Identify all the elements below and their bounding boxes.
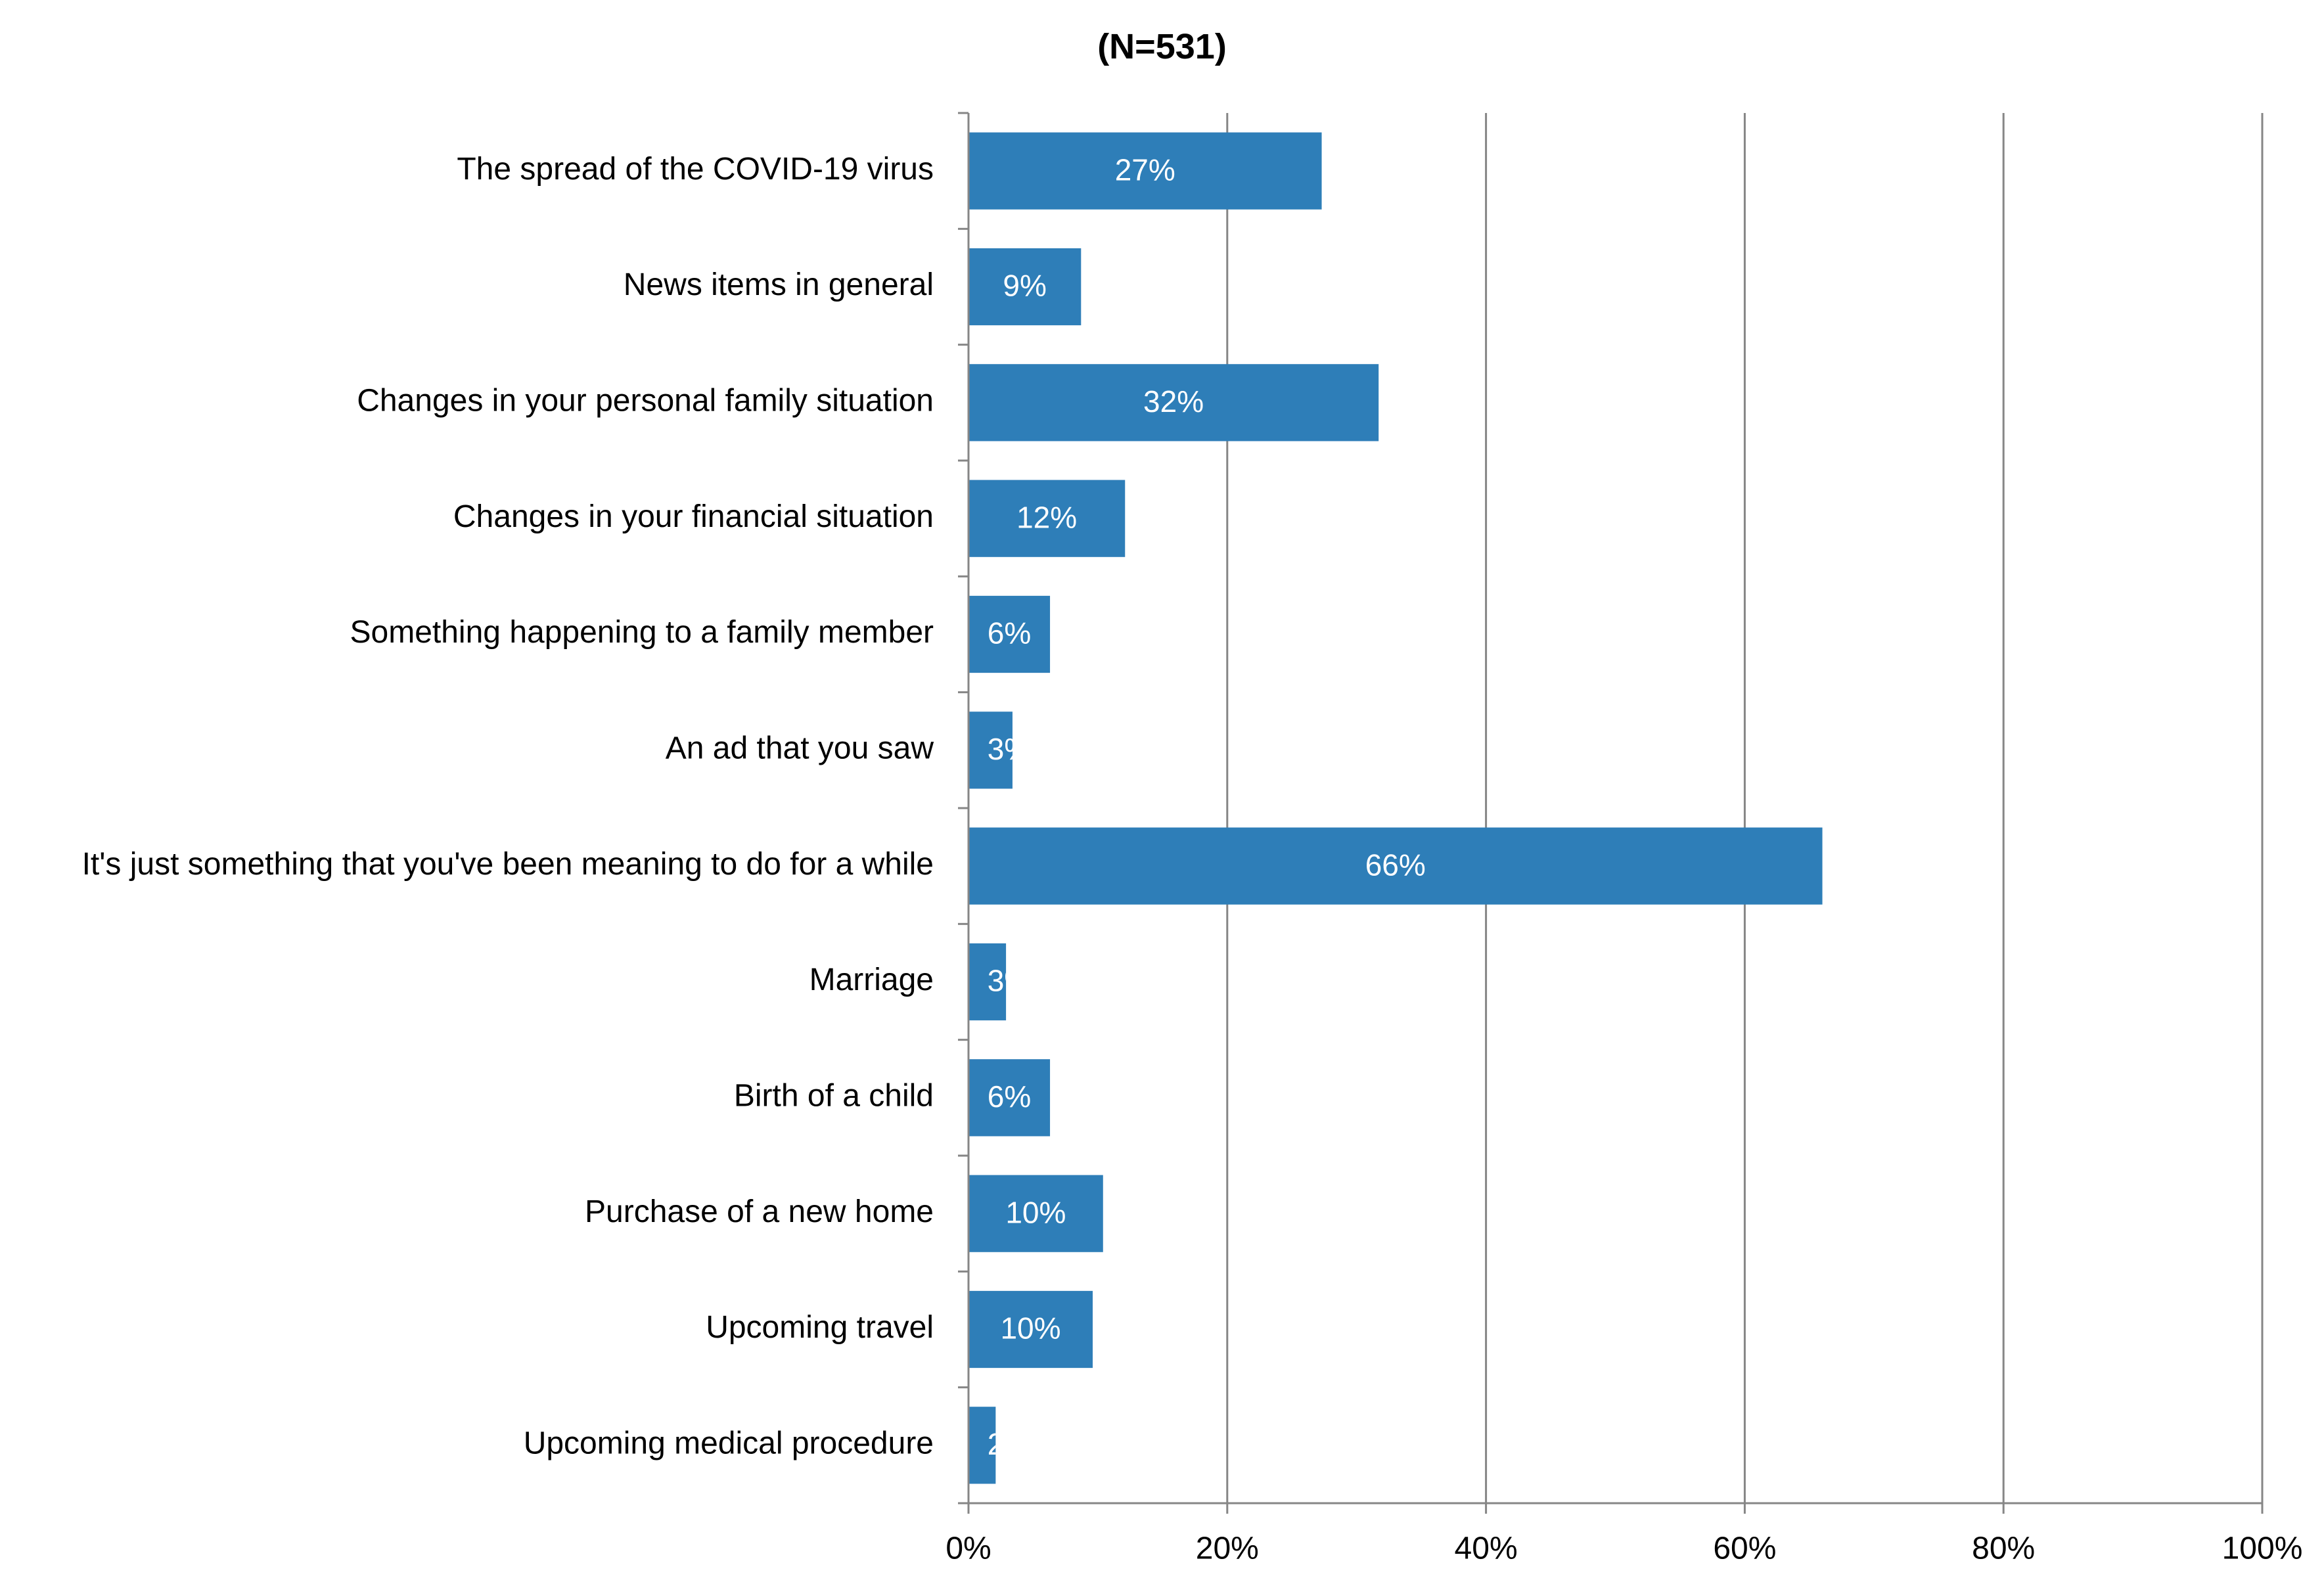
category-label-5: An ad that you saw bbox=[666, 731, 934, 766]
data-label-0: 27% bbox=[1115, 152, 1175, 187]
category-label-0: The spread of the COVID-19 virus bbox=[457, 152, 934, 187]
bar-0 bbox=[968, 132, 1322, 210]
data-label-1: 9% bbox=[1003, 269, 1046, 303]
bar-5 bbox=[968, 712, 1013, 789]
category-label-3: Changes in your financial situation bbox=[453, 499, 934, 534]
x-tick-label-100: 100% bbox=[2222, 1531, 2303, 1566]
bar-6 bbox=[968, 827, 1823, 905]
category-label-6: It's just something that you've been mea… bbox=[82, 847, 934, 882]
bar-11 bbox=[968, 1407, 996, 1484]
x-tick-label-0: 0% bbox=[946, 1531, 991, 1566]
bar-4 bbox=[968, 595, 1051, 673]
data-label-5: 3% bbox=[988, 732, 1031, 766]
category-label-2: Changes in your personal family situatio… bbox=[357, 384, 934, 419]
data-label-3: 12% bbox=[1016, 500, 1077, 534]
x-tick-label-40: 40% bbox=[1455, 1531, 1518, 1566]
bar-1 bbox=[968, 248, 1082, 326]
bar-7 bbox=[968, 943, 1007, 1021]
data-label-2: 32% bbox=[1143, 384, 1204, 419]
data-label-11: 2% bbox=[988, 1427, 1031, 1461]
x-tick-label-80: 80% bbox=[1972, 1531, 2035, 1566]
bar-8 bbox=[968, 1059, 1051, 1137]
bar-3 bbox=[968, 480, 1126, 557]
x-tick-label-60: 60% bbox=[1713, 1531, 1776, 1566]
data-label-7: 3% bbox=[988, 964, 1031, 998]
data-label-6: 66% bbox=[1365, 848, 1426, 882]
data-label-8: 6% bbox=[988, 1079, 1031, 1114]
category-label-4: Something happening to a family member bbox=[350, 615, 934, 650]
data-label-10: 10% bbox=[1000, 1311, 1060, 1346]
category-label-8: Birth of a child bbox=[734, 1079, 934, 1114]
chart-title: (N=531) bbox=[1097, 27, 1227, 66]
bar-2 bbox=[968, 364, 1379, 441]
category-label-1: News items in general bbox=[624, 267, 934, 302]
category-label-11: Upcoming medical procedure bbox=[524, 1426, 934, 1461]
bar-9 bbox=[968, 1175, 1103, 1252]
x-tick-label-20: 20% bbox=[1196, 1531, 1259, 1566]
bar-10 bbox=[968, 1290, 1093, 1369]
data-label-9: 10% bbox=[1005, 1195, 1066, 1229]
category-label-7: Marriage bbox=[809, 962, 934, 997]
data-label-4: 6% bbox=[988, 616, 1031, 650]
category-label-9: Purchase of a new home bbox=[585, 1194, 934, 1229]
category-label-10: Upcoming travel bbox=[706, 1310, 934, 1345]
